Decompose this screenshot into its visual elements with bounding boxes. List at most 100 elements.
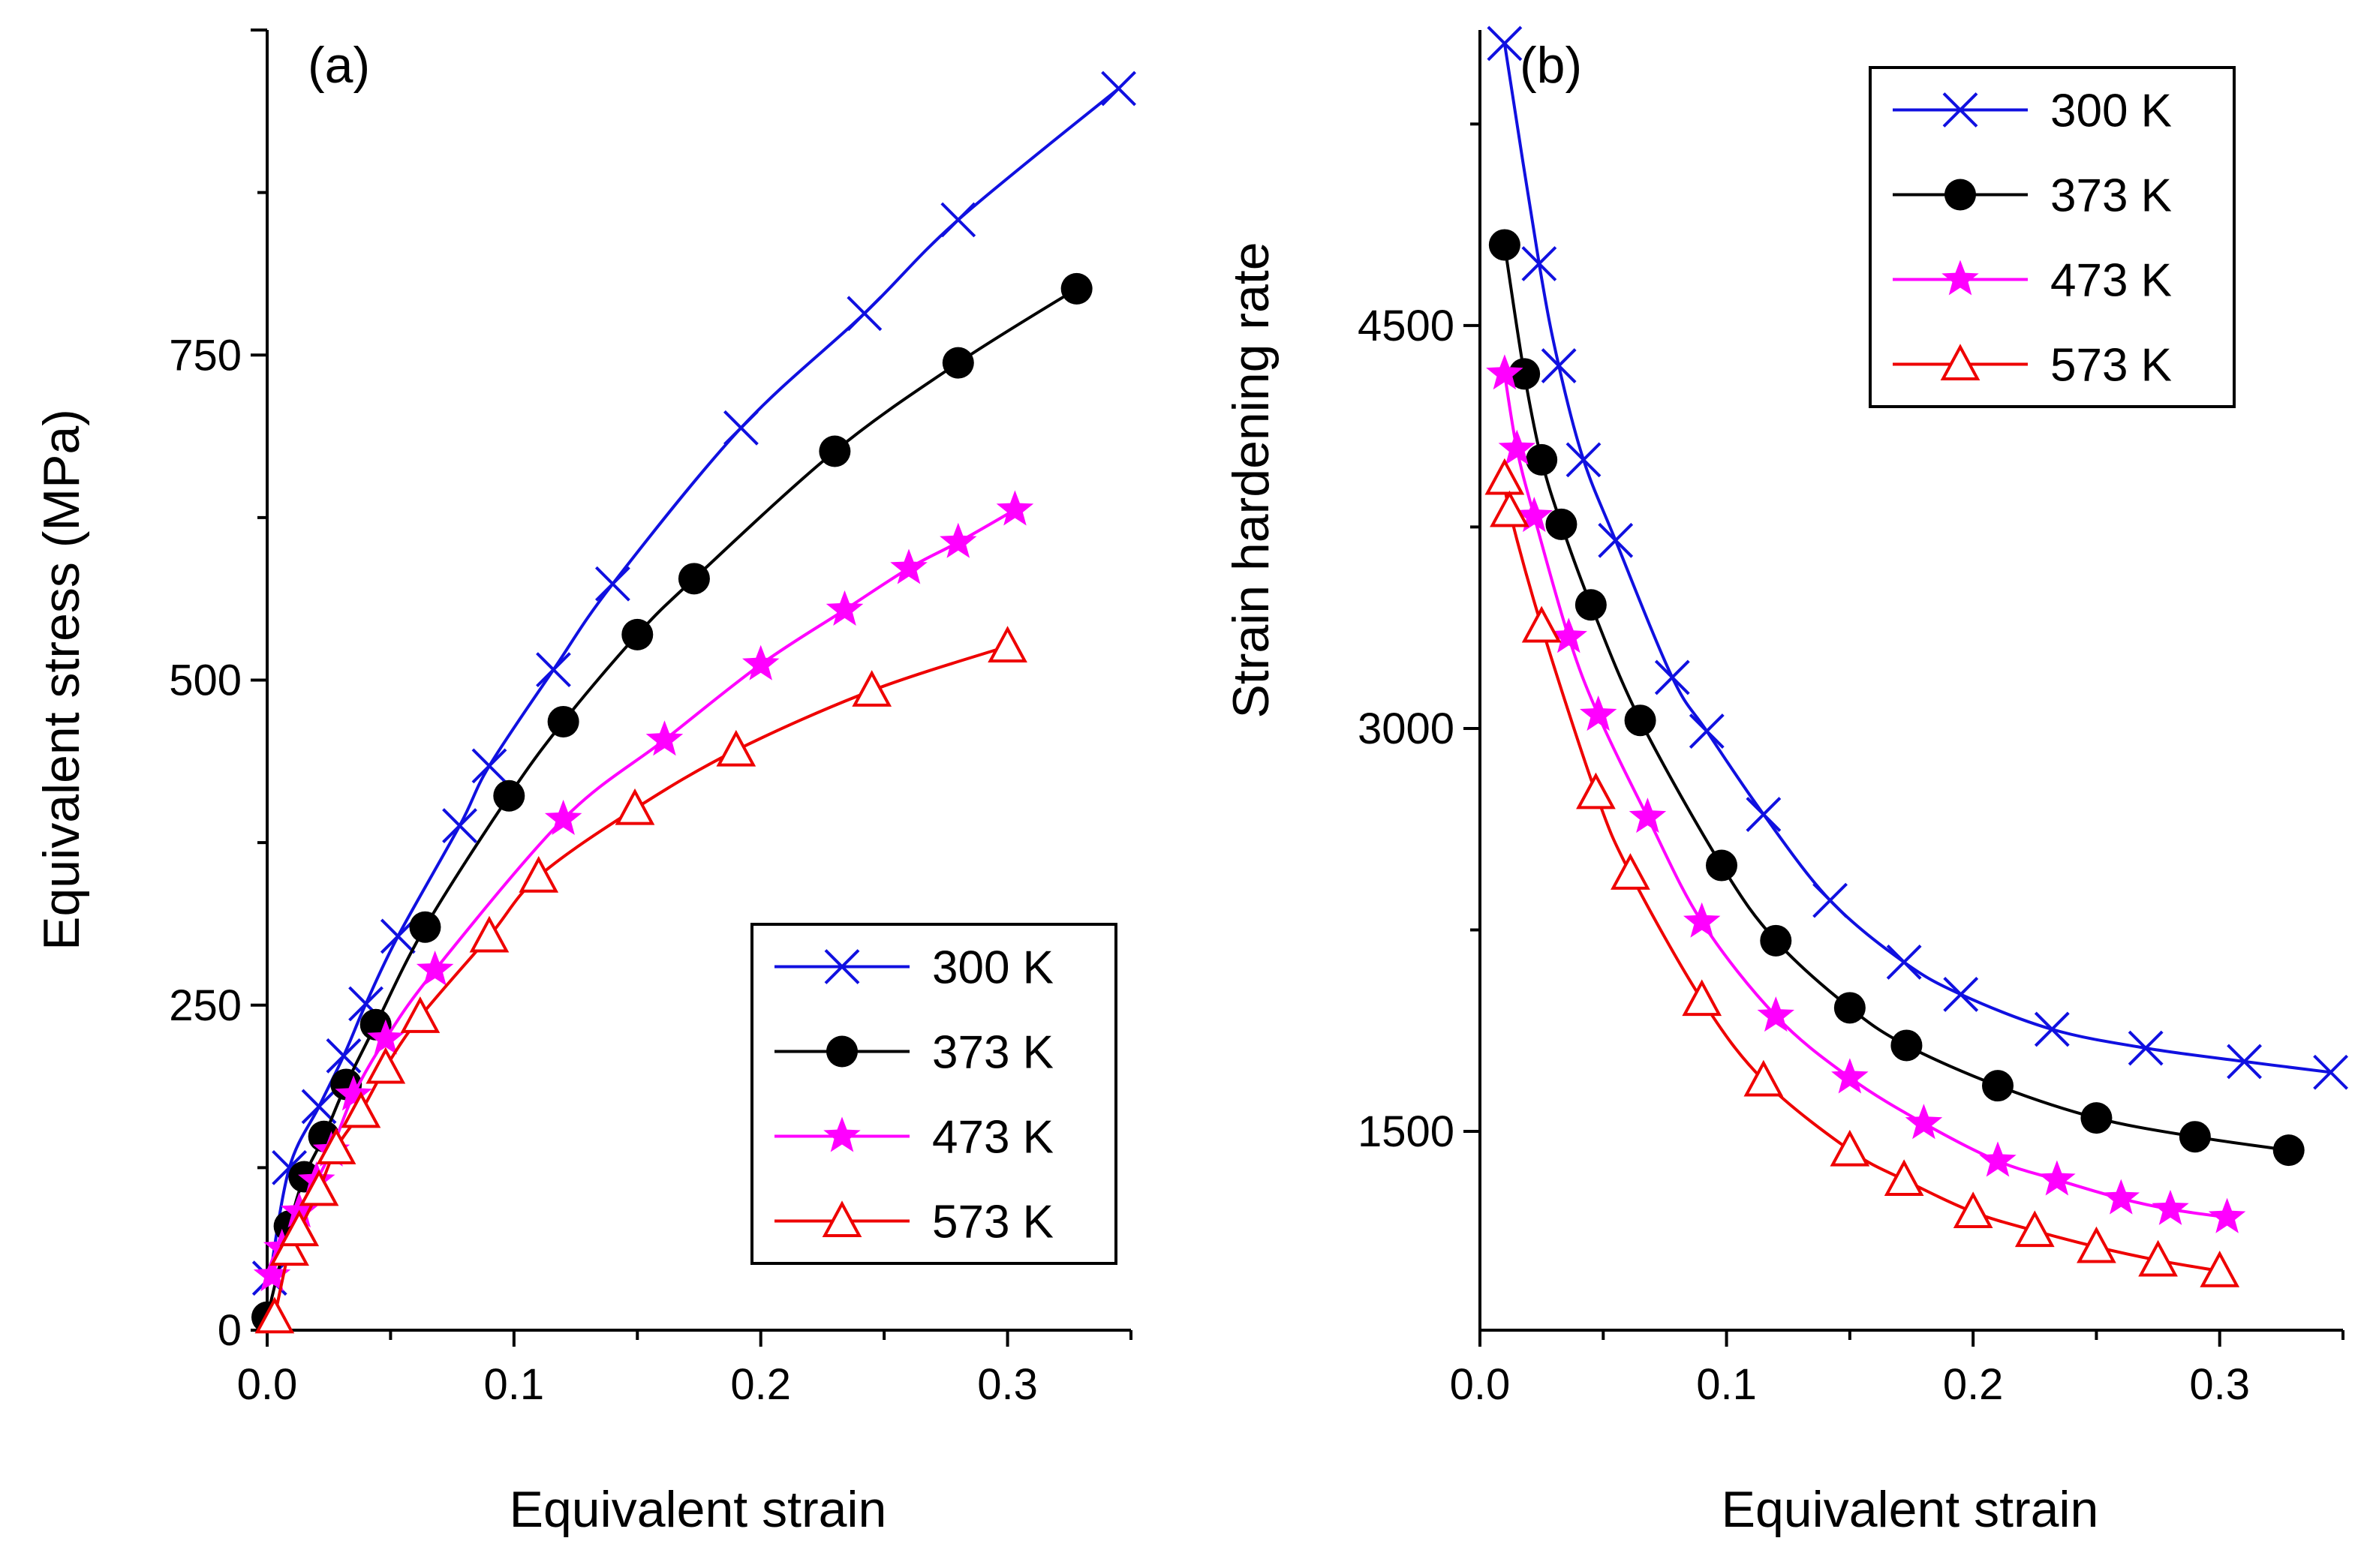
data-point xyxy=(547,705,579,737)
data-point xyxy=(365,1047,406,1084)
data-point xyxy=(279,1209,320,1247)
data-point xyxy=(2077,1226,2116,1263)
y-axis-label: Strain hardening rate xyxy=(1223,242,1280,718)
data-point xyxy=(1488,229,1520,261)
y-tick-label: 4500 xyxy=(1358,302,1454,350)
data-point xyxy=(678,563,710,595)
x-tick-label: 0.0 xyxy=(1450,1360,1511,1409)
legend-box xyxy=(1869,66,2236,408)
y-tick-label: 250 xyxy=(169,981,242,1030)
data-point xyxy=(416,951,454,986)
series-line xyxy=(272,644,1009,1318)
data-point xyxy=(1812,882,1848,918)
legend-marker xyxy=(1942,92,1978,128)
legend: 300 K 373 K 473 K 573 K xyxy=(750,923,1117,1265)
data-point xyxy=(1682,979,1722,1017)
data-point xyxy=(1498,429,1535,465)
data-point xyxy=(847,296,883,332)
legend-label: 373 K xyxy=(2050,170,2172,222)
series-line xyxy=(268,87,1120,1279)
data-point xyxy=(1760,924,1792,957)
x-tick-label: 0.0 xyxy=(237,1360,298,1409)
data-point xyxy=(2313,1054,2348,1090)
data-point xyxy=(1683,902,1721,938)
legend-label: 573 K xyxy=(932,1197,1054,1248)
data-point xyxy=(1884,1159,1924,1197)
data-point xyxy=(2038,1160,2076,1196)
data-point xyxy=(544,799,582,835)
panel-label: (a) xyxy=(308,37,370,94)
legend-marker xyxy=(826,1035,858,1068)
data-point xyxy=(2034,1011,2070,1047)
data-point xyxy=(1521,605,1562,643)
x-tick-label: 0.3 xyxy=(2189,1360,2250,1409)
y-tick-label: 750 xyxy=(169,331,242,380)
legend-marker xyxy=(822,1200,862,1238)
data-point xyxy=(2272,1134,2305,1167)
data-point xyxy=(1831,1058,1869,1094)
series-300-k xyxy=(1487,26,2348,1090)
data-point xyxy=(1689,713,1725,749)
data-point xyxy=(519,855,559,893)
y-tick-label: 0 xyxy=(218,1306,242,1355)
data-point xyxy=(940,202,976,238)
data-point xyxy=(819,435,851,467)
data-point xyxy=(367,1019,405,1055)
y-tick-label: 3000 xyxy=(1358,704,1454,753)
data-point xyxy=(2102,1179,2140,1215)
data-point xyxy=(2128,1030,2164,1066)
data-point xyxy=(2138,1239,2178,1277)
legend-marker xyxy=(824,949,860,984)
data-point xyxy=(254,1296,295,1334)
series-line xyxy=(1502,478,2221,1273)
data-point xyxy=(594,566,630,602)
panel-a: 0.0 0.1 0.2 0.3 0 250 500 750 Equivalent strain E… xyxy=(33,29,1136,1538)
data-point xyxy=(1060,272,1093,305)
data-point xyxy=(400,996,441,1033)
data-point xyxy=(1515,497,1553,533)
y-axis-label: Equivalent stress (MPa) xyxy=(33,409,90,951)
data-point xyxy=(301,1089,337,1125)
legend-marker xyxy=(1941,260,1979,296)
data-point xyxy=(1746,797,1782,832)
panel-label: (b) xyxy=(1520,37,1582,94)
data-point xyxy=(723,410,759,446)
data-point xyxy=(1886,945,1922,980)
series-473-k xyxy=(1486,354,2246,1233)
data-point xyxy=(1982,1070,2014,1102)
data-point xyxy=(1486,354,1523,390)
y-tick-label: 1500 xyxy=(1358,1107,1454,1156)
data-point xyxy=(1101,71,1136,107)
x-tick-label: 0.2 xyxy=(730,1360,791,1409)
data-point xyxy=(1979,1141,2017,1177)
series-line xyxy=(1502,373,2227,1219)
data-point xyxy=(1526,443,1558,476)
data-point xyxy=(852,670,892,707)
data-point xyxy=(1890,1029,1923,1062)
data-point xyxy=(269,1229,309,1266)
legend-label: 300 K xyxy=(932,942,1054,994)
data-point xyxy=(2080,1102,2113,1134)
x-axis-label: Equivalent strain xyxy=(1722,1481,2099,1538)
data-point xyxy=(1574,589,1607,621)
data-point xyxy=(1521,246,1557,281)
data-point xyxy=(1545,508,1577,540)
data-point xyxy=(988,626,1027,662)
x-tick-label: 0.2 xyxy=(1943,1360,2004,1409)
data-point xyxy=(1580,695,1617,731)
data-point xyxy=(1576,772,1616,810)
panel-b: 0.0 0.1 0.2 0.3 1500 3000 4500 Equivalent strai… xyxy=(1223,26,2348,1538)
data-point xyxy=(1905,1104,1943,1140)
data-point xyxy=(621,618,654,650)
data-point xyxy=(1943,977,1979,1012)
data-point xyxy=(1487,26,1523,62)
data-point xyxy=(380,918,416,954)
y-tick-label: 500 xyxy=(169,656,242,705)
data-point xyxy=(299,1169,339,1206)
data-point xyxy=(1508,358,1541,390)
data-point xyxy=(1611,853,1650,890)
data-point xyxy=(442,808,477,844)
data-point xyxy=(536,652,571,688)
legend-label: 573 K xyxy=(2050,340,2172,392)
